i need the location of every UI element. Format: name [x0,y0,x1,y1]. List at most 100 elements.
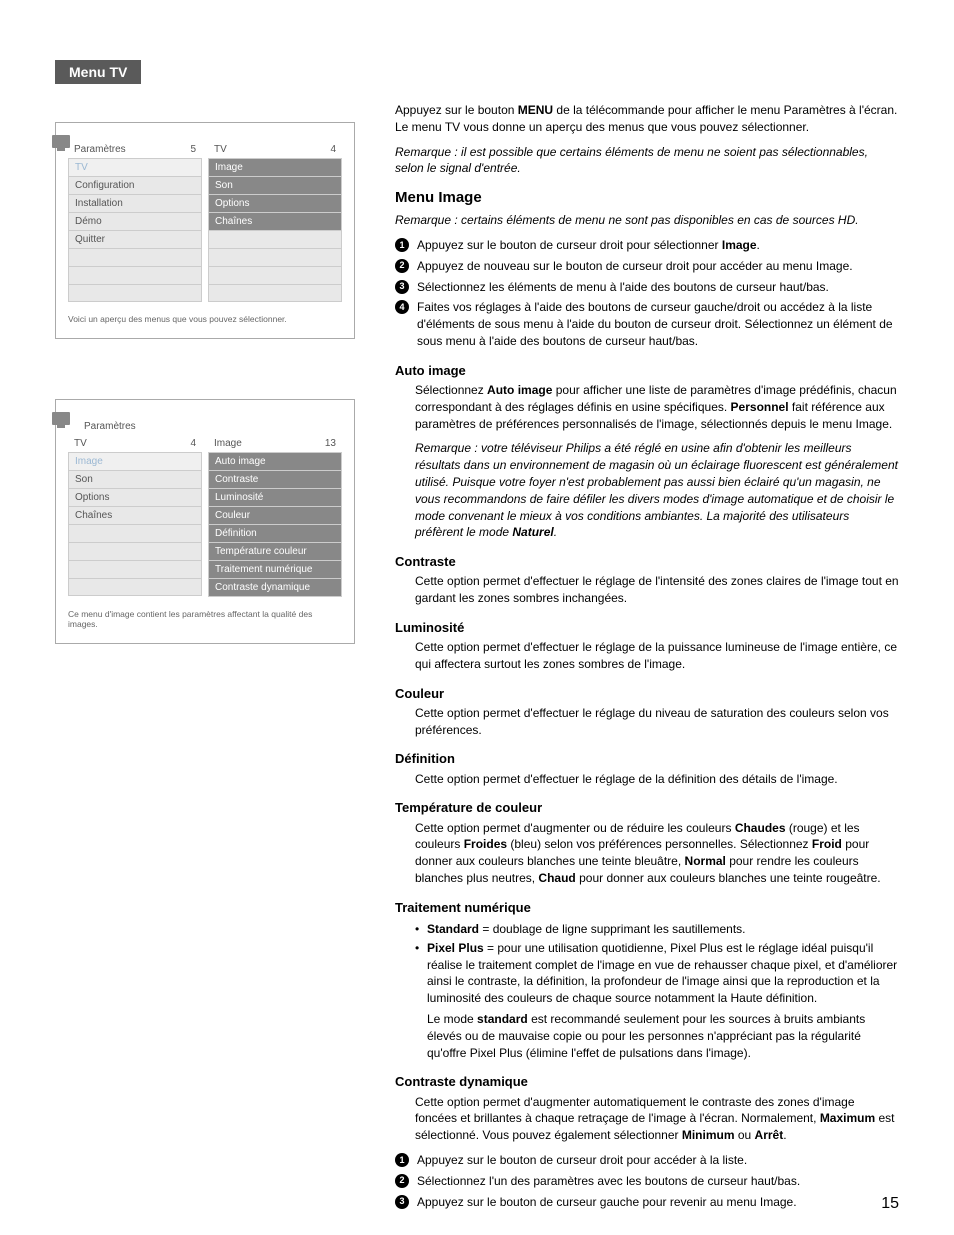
couleur-title: Couleur [395,685,899,703]
list-item: 1 Appuyez sur le bouton de curseur droit … [395,237,899,254]
menu1-left-list: TV Configuration Installation Démo Quitt… [68,158,202,302]
step-badge: 1 [395,1153,409,1167]
left-column: Paramètres 5 TV Configuration Installati… [55,102,355,1216]
menu1-right-list: Image Son Options Chaînes [208,158,342,302]
menu-cell [209,284,341,302]
intro-note: Remarque : il est possible que certains … [395,144,899,178]
step-badge: 3 [395,280,409,294]
menu-cell: Chaînes [209,212,341,230]
text-bold: Minimum [682,1128,735,1142]
text-bold: Arrêt [755,1128,784,1142]
text: Sélectionnez [415,383,487,397]
menu-cell: Son [209,176,341,194]
list-item: Pixel Plus = pour une utilisation quotid… [415,940,899,1007]
text: Cette option permet d'augmenter automati… [415,1095,855,1126]
menu-cell: Traitement numérique [209,560,341,578]
text: Remarque : votre téléviseur Philips a ét… [415,441,898,539]
menu-cell: Image [69,452,201,470]
auto-image-p1: Sélectionnez Auto image pour afficher un… [415,382,899,432]
menu-cell [69,248,201,266]
step-text: Appuyez sur le bouton de curseur droit p… [417,238,760,252]
list-item: 4Faites vos réglages à l'aide des bouton… [395,299,899,349]
intro-p1: Appuyez sur le bouton MENU de la télécom… [395,102,899,136]
list-item: 1 Appuyez sur le bouton de curseur droit … [395,1152,899,1169]
menu2-left-header: TV 4 [68,435,202,452]
menu-cell: Luminosité [209,488,341,506]
menu2-left-list: Image Son Options Chaînes [68,452,202,596]
contraste-dyn-p: Cette option permet d'augmenter automati… [415,1094,899,1144]
text: Cette option permet d'augmenter ou de ré… [415,821,735,835]
text-bold: Froid [812,837,842,851]
menu1-right-header-label: TV [214,144,227,155]
step-badge: 3 [395,1195,409,1209]
menu-image-steps: 1 Appuyez sur le bouton de curseur droit … [395,237,899,350]
menu-box-1: Paramètres 5 TV Configuration Installati… [55,122,355,339]
menu2-top-header: Paramètres [68,418,342,435]
menu1-right-header: TV 4 [208,141,342,158]
step-text: Appuyez sur le bouton de curseur droit p… [417,1153,747,1167]
contraste-title: Contraste [395,553,899,571]
menu-cell [69,578,201,596]
traitement-title: Traitement numérique [395,899,899,917]
list-item: 3 Appuyez sur le bouton de curseur gauche… [395,1194,899,1211]
luminosite-p: Cette option permet d'effectuer le régla… [415,639,899,673]
menu-cell [209,266,341,284]
menu-cell [209,248,341,266]
luminosite-title: Luminosité [395,619,899,637]
menu1-left-header: Paramètres 5 [68,141,202,158]
menu2-right-list: Auto image Contraste Luminosité Couleur … [208,452,342,597]
text: = doublage de ligne supprimant les sauti… [479,922,746,936]
menu-box-2: Paramètres TV 4 Image Son Options Chaîne… [55,399,355,644]
menu-cell [69,284,201,302]
menu1-left-header-num: 5 [190,144,196,155]
tv-icon [50,410,72,428]
menu-cell: Options [209,194,341,212]
menu-cell [69,524,201,542]
traitement-p2: Le mode standard est recommandé seulemen… [427,1011,899,1061]
menu-cell: Contraste dynamique [209,578,341,597]
contraste-dyn-steps: 1 Appuyez sur le bouton de curseur droit … [395,1152,899,1210]
text-bold: Auto image [487,383,552,397]
menu1-left-header-label: Paramètres [74,144,126,155]
text-bold: Froides [464,837,507,851]
temperature-title: Température de couleur [395,799,899,817]
menu2-right-header-label: Image [214,438,242,449]
traitement-bullets: Standard = doublage de ligne supprimant … [415,921,899,1007]
menu-cell: Température couleur [209,542,341,560]
menu-cell: Contraste [209,470,341,488]
menu-cell: Chaînes [69,506,201,524]
text-bold: Chaudes [735,821,786,835]
menu-cell [69,542,201,560]
menu-cell: Image [209,158,341,176]
menu1-caption: Voici un aperçu des menus que vous pouve… [68,314,342,324]
menu-image-note: Remarque : certains éléments de menu ne … [395,212,899,229]
step-badge: 2 [395,259,409,273]
step-text: Appuyez sur le bouton de curseur gauche … [417,1195,797,1209]
text: ou [735,1128,755,1142]
text: = pour une utilisation quotidienne, Pixe… [427,941,897,1005]
text-bold: Personnel [731,400,789,414]
list-item: Standard = doublage de ligne supprimant … [415,921,899,938]
temperature-p: Cette option permet d'augmenter ou de ré… [415,820,899,887]
contraste-p: Cette option permet d'effectuer le régla… [415,573,899,607]
menu2-top-header-label: Paramètres [84,421,136,432]
text: Appuyez sur le bouton [395,103,518,117]
menu2-right-header-num: 13 [325,438,336,449]
text-bold: standard [477,1012,528,1026]
list-item: 3Sélectionnez les éléments de menu à l'a… [395,279,899,296]
text-bold: Maximum [820,1111,875,1125]
step-text: Sélectionnez l'un des paramètres avec le… [417,1174,800,1188]
step-text: Faites vos réglages à l'aide des boutons… [417,300,893,348]
text: . [554,525,557,539]
text-bold: Pixel Plus [427,941,484,955]
step-badge: 1 [395,238,409,252]
menu2-caption: Ce menu d'image contient les paramètres … [68,609,342,629]
list-item: 2Sélectionnez l'un des paramètres avec l… [395,1173,899,1190]
menu-image-title: Menu Image [395,187,899,208]
auto-image-note: Remarque : votre téléviseur Philips a ét… [415,440,899,541]
text: Le mode [427,1012,477,1026]
menu-cell: Auto image [209,452,341,470]
menu-cell: Installation [69,194,201,212]
menu-cell: Couleur [209,506,341,524]
menu-cell: Options [69,488,201,506]
